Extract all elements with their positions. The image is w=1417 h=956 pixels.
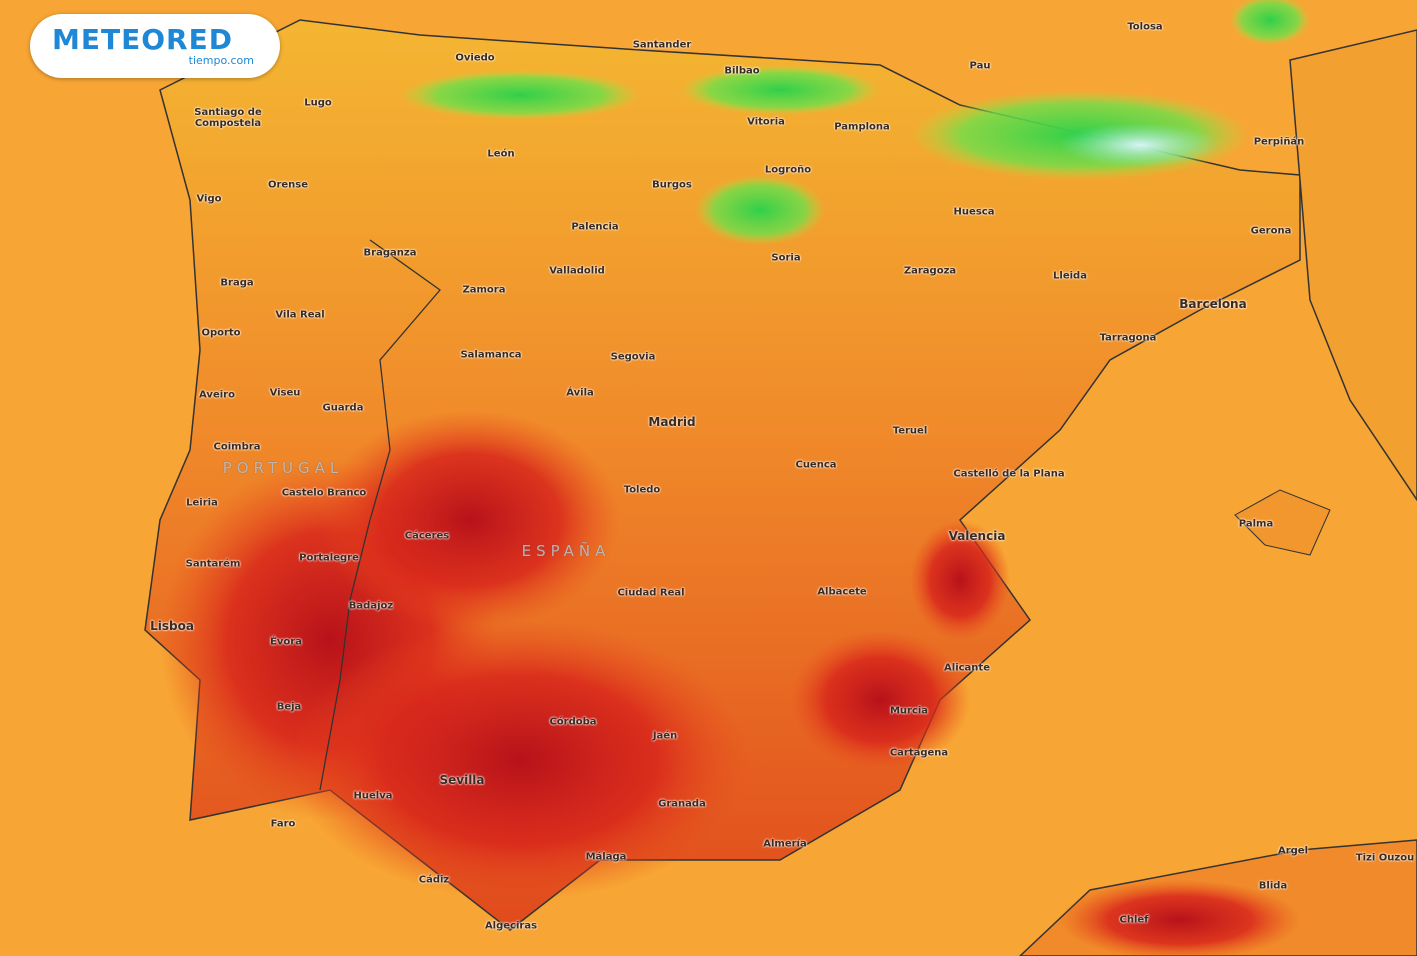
france-coast <box>1289 29 1417 502</box>
city-label: Bilbao <box>724 65 760 77</box>
city-label: Perpiñán <box>1253 136 1305 148</box>
city-label: Segovia <box>610 351 656 363</box>
city-label: Pamplona <box>834 121 890 133</box>
city-label: Burgos <box>652 179 692 191</box>
city-label: Santander <box>632 39 692 51</box>
city-label: Viseu <box>269 387 301 399</box>
city-label: Valencia <box>948 529 1006 543</box>
city-label: Tolosa <box>1127 21 1163 33</box>
city-label: Murcia <box>889 705 929 717</box>
city-label: Madrid <box>648 415 696 429</box>
city-label: Cáceres <box>404 530 450 542</box>
city-label: Lisboa <box>150 619 194 633</box>
city-label: Cádiz <box>418 874 450 886</box>
cool <box>695 175 825 245</box>
city-label: Chlef <box>1119 914 1149 926</box>
city-label: Vitoria <box>747 116 785 128</box>
heat <box>320 410 620 630</box>
city-label: Portalegre <box>299 552 359 564</box>
city-label: Oporto <box>201 327 241 339</box>
city-label: Tarragona <box>1099 332 1157 344</box>
cool <box>400 70 640 120</box>
city-label: Lugo <box>304 97 332 109</box>
city-label: Guarda <box>322 402 364 414</box>
city-label: Santarém <box>185 558 241 570</box>
city-label: Palencia <box>571 221 619 233</box>
city-label: Oviedo <box>455 52 495 64</box>
city-label: Vigo <box>196 193 222 205</box>
city-label: Granada <box>658 798 706 810</box>
city-label: Évora <box>270 636 302 648</box>
city-label: Barcelona <box>1179 297 1247 311</box>
country-label: PORTUGAL <box>222 459 344 477</box>
city-label: Ciudad Real <box>617 587 685 599</box>
city-label: Badajoz <box>348 600 394 612</box>
city-label: Sevilla <box>439 773 485 787</box>
mallorca <box>1234 489 1331 556</box>
city-label: Ávila <box>566 387 594 399</box>
city-label: Faro <box>270 818 296 830</box>
city-label: Almería <box>763 838 807 850</box>
city-label: Coimbra <box>213 441 261 453</box>
city-label: Toledo <box>623 484 661 496</box>
city-label: Santiago de Compostela <box>194 107 262 129</box>
heat <box>790 630 970 770</box>
city-label: Soria <box>771 252 801 264</box>
city-label: Beja <box>276 701 302 713</box>
city-label: León <box>487 148 515 160</box>
city-label: Braganza <box>363 247 417 259</box>
city-label: Aveiro <box>199 389 235 401</box>
city-label: Valladolid <box>549 265 605 277</box>
cool <box>680 65 880 115</box>
city-label: Castelo Branco <box>281 487 367 499</box>
city-label: Málaga <box>585 851 627 863</box>
cool <box>1230 0 1310 45</box>
city-label: Braga <box>220 277 254 289</box>
city-label: Salamanca <box>460 349 522 361</box>
city-label: Teruel <box>892 425 928 437</box>
logo[interactable]: METEORED tiempo.com <box>30 14 280 78</box>
site: tiempo.com <box>188 54 254 67</box>
city-label: Cartagena <box>889 747 949 759</box>
city-label: Huelva <box>353 790 393 802</box>
brand: METEORED <box>52 23 233 56</box>
city-label: Algeciras <box>484 920 538 932</box>
city-label: Zaragoza <box>903 265 957 277</box>
city-label: Orense <box>267 179 309 191</box>
city-label: Castelló de la Plana <box>953 468 1065 480</box>
city-label: Logroño <box>764 164 812 176</box>
heat <box>290 620 750 900</box>
city-label: Cuenca <box>795 459 837 471</box>
city-label: Vila Real <box>275 309 325 321</box>
city-label: Albacete <box>817 586 867 598</box>
city-label: Lleida <box>1053 270 1087 282</box>
border <box>319 239 441 791</box>
city-label: Argel <box>1277 845 1309 857</box>
city-label: Blida <box>1258 880 1288 892</box>
city-label: Jaén <box>652 730 678 742</box>
city-label: Pau <box>969 60 991 72</box>
city-label: Gerona <box>1250 225 1292 237</box>
city-label: Tizi Ouzou <box>1355 852 1415 864</box>
city-label: Alicante <box>944 662 990 674</box>
city-label: Zamora <box>462 284 506 296</box>
heat <box>910 520 1010 640</box>
heat <box>1060 880 1300 956</box>
city-label: Huesca <box>953 206 995 218</box>
city-label: Palma <box>1238 518 1274 530</box>
city-label: Córdoba <box>549 716 597 728</box>
country-label: ESPAÑA <box>521 542 611 560</box>
snow <box>1060 123 1220 167</box>
city-label: Leiria <box>186 497 218 509</box>
